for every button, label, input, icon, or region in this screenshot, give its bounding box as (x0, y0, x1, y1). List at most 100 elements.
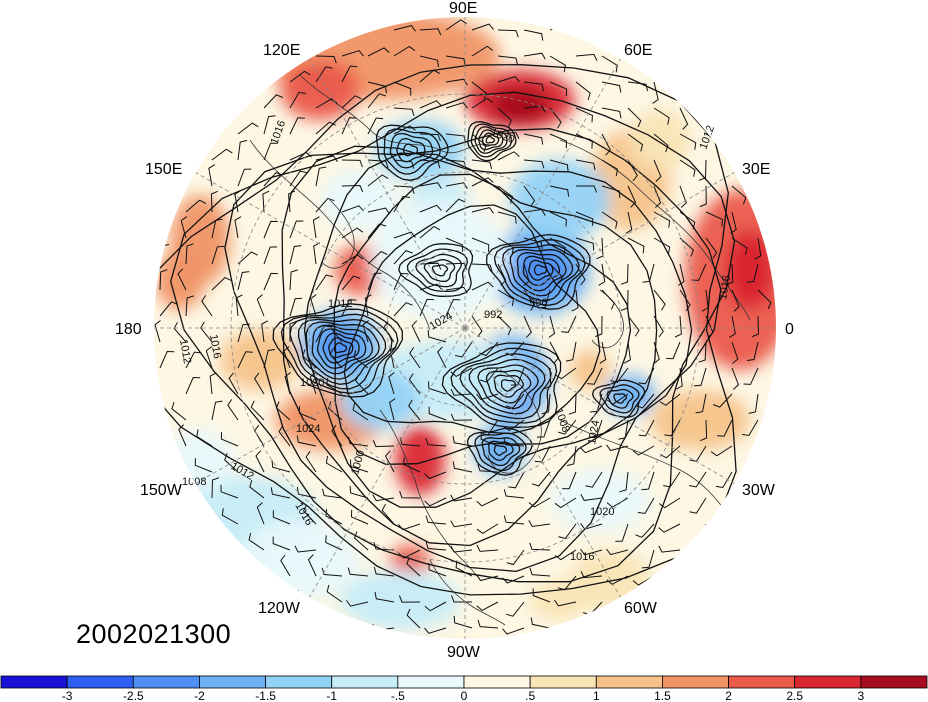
wind-barb (280, 554, 291, 577)
wind-barb (523, 208, 546, 216)
colorbar-tick-label: 3 (858, 689, 865, 702)
wind-barb (653, 289, 666, 311)
wind-barb (341, 205, 364, 213)
isobar-label: 1016 (207, 333, 223, 359)
wind-barb (502, 575, 525, 584)
wind-barb (393, 125, 416, 135)
wind-barb (437, 346, 447, 369)
wind-barb (549, 185, 570, 197)
wind-barb (445, 237, 464, 252)
wind-barb (393, 250, 413, 265)
wind-barb (503, 489, 525, 499)
wind-barb (353, 531, 369, 551)
isobar-contour (599, 384, 640, 414)
wind-barb (383, 321, 395, 343)
wind-barb (211, 218, 223, 239)
wind-barb (315, 121, 336, 135)
wind-barb (220, 484, 239, 499)
wind-barb (362, 320, 369, 343)
anomaly-region (530, 580, 590, 620)
wind-barb (341, 95, 362, 109)
wind-barb (679, 107, 689, 130)
wind-barb (700, 419, 708, 442)
wind-barb (523, 133, 544, 145)
wind-barb (159, 301, 179, 317)
wind-barb (180, 216, 188, 239)
wind-barb (601, 55, 618, 73)
wind-barb (595, 315, 603, 337)
isobar-contour (481, 132, 500, 147)
anomaly-region (725, 230, 775, 310)
wind-barb (580, 548, 603, 556)
wind-barb (424, 601, 447, 612)
colorbar-tick-label: -3 (62, 689, 73, 702)
colorbar-tick-label: 2 (725, 689, 732, 702)
isobars (153, 64, 737, 596)
wind-barb (705, 237, 718, 259)
wind-barb (679, 185, 687, 208)
wind-barb (289, 245, 302, 265)
lon-label-150e: 150E (145, 161, 182, 178)
wind-barb (746, 341, 759, 361)
wind-barb (476, 497, 499, 507)
wind-barb (503, 419, 525, 432)
wind-barb (675, 367, 683, 390)
wind-barb (580, 493, 603, 501)
wind-barb (558, 523, 577, 540)
isobar-contour (509, 248, 574, 297)
wind-barb (315, 55, 337, 64)
wind-barb (638, 419, 655, 437)
wind-barb (637, 497, 655, 515)
isobar-contour (591, 379, 646, 418)
wind-barb (289, 220, 304, 239)
wind-barb (627, 107, 642, 128)
wind-barb (658, 545, 681, 553)
wind-barb (325, 456, 343, 473)
wind-barb (263, 94, 283, 109)
wind-barb (271, 460, 291, 473)
wind-barb (534, 445, 551, 463)
wind-barb (601, 185, 621, 199)
wind-barb (479, 367, 499, 383)
wind-barb (211, 477, 220, 499)
wind-barb (408, 399, 421, 421)
colorbar-swatch (595, 675, 663, 689)
isobar-contour (467, 121, 517, 162)
wind-barb (296, 487, 317, 499)
colorbar-tick-labels: -3 -2.5 -2 -1.5 -1 -.5 0 .5 1 1.5 2 2.5 3 (62, 689, 865, 702)
wind-barb (497, 76, 520, 83)
anomaly-region (395, 425, 445, 495)
wind-barb (315, 274, 334, 291)
wind-barb (428, 406, 447, 421)
wind-barb (450, 388, 473, 396)
isobar-contour (466, 427, 533, 476)
wind-barb (677, 263, 685, 286)
wind-barb (185, 243, 194, 265)
wind-barb (568, 393, 577, 415)
colorbar-swatch (132, 675, 200, 689)
wind-barb (641, 471, 655, 491)
wind-barb (250, 400, 265, 421)
wind-barb (262, 190, 270, 213)
wind-barb (263, 142, 278, 161)
wind-barb (549, 341, 560, 364)
wind-barb (471, 237, 490, 252)
wind-barb (445, 286, 468, 294)
wind-barb (726, 263, 734, 286)
isobar-contour (415, 253, 463, 288)
wind-barb (196, 429, 213, 447)
wind-barb (398, 549, 421, 559)
anomaly-region (605, 375, 655, 415)
wind-barb (549, 81, 568, 97)
wind-barb (710, 445, 733, 457)
wind-barb (349, 486, 369, 499)
wind-barb (471, 263, 493, 272)
wind-barb (315, 98, 338, 109)
wind-barb (601, 159, 619, 177)
wind-barb (635, 523, 655, 538)
wind-barb (693, 367, 707, 387)
isobar-contour (488, 440, 514, 462)
wind-barb (450, 494, 473, 502)
wind-barb (325, 508, 343, 525)
wind-barb (653, 107, 670, 125)
